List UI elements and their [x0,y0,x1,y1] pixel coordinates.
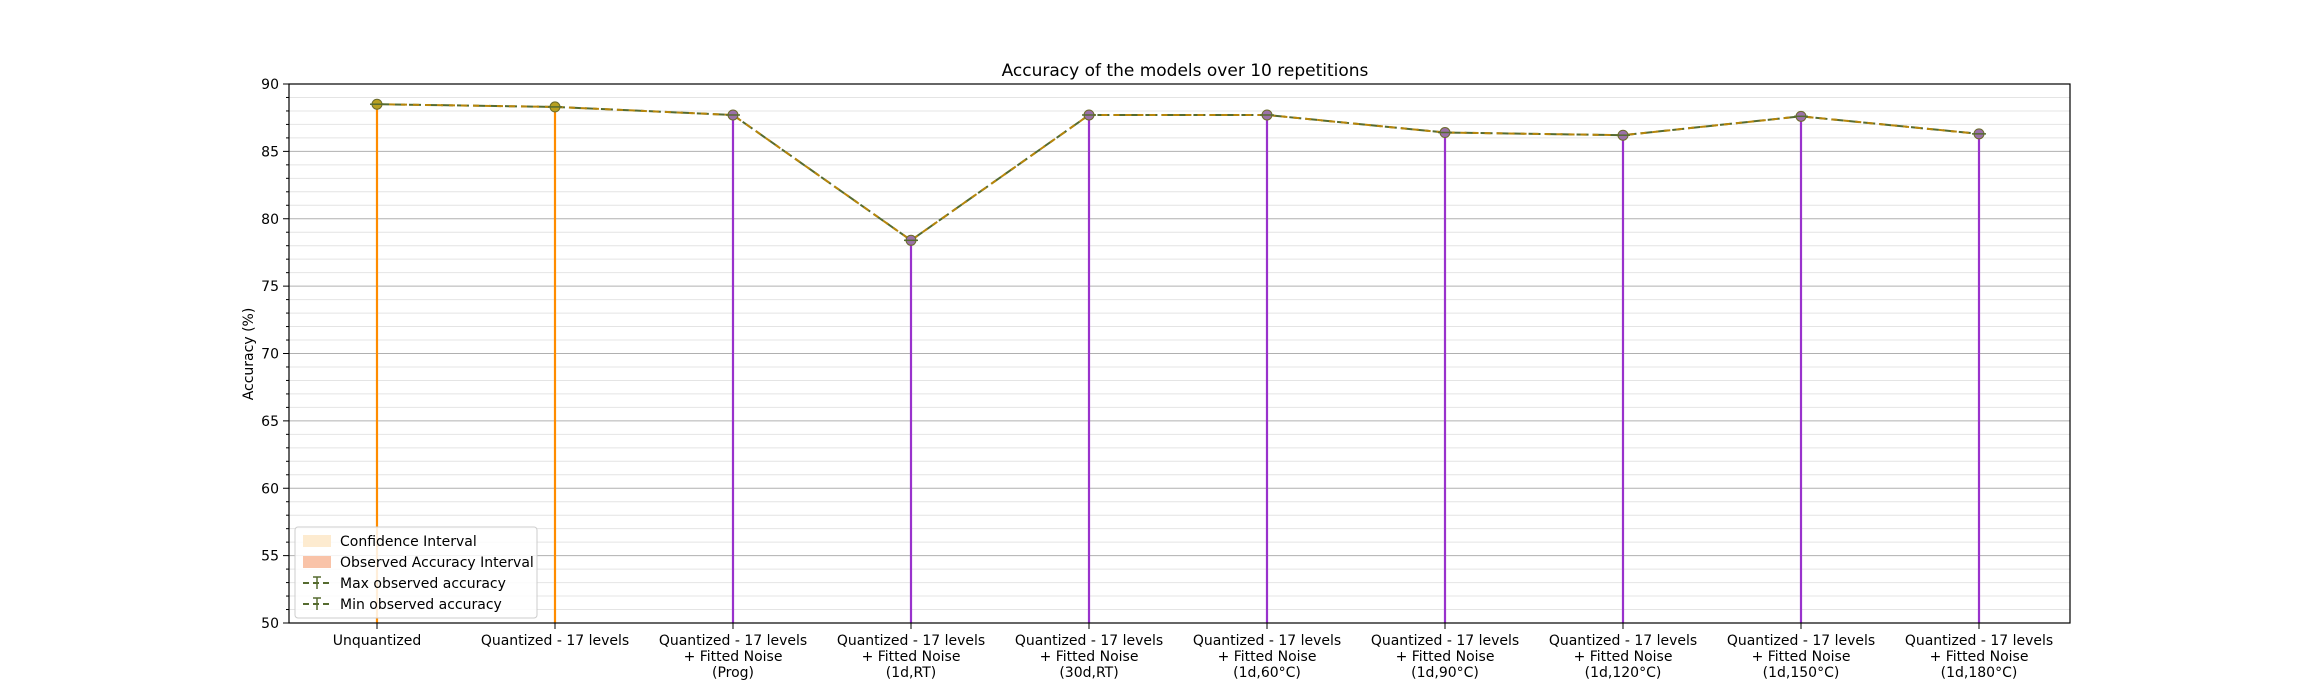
x-tick-label: Unquantized [333,633,422,649]
legend-label: Observed Accuracy Interval [340,555,534,571]
grid-lines [289,83,2070,624]
plot-frame [288,83,2071,624]
legend-label: Min observed accuracy [340,597,502,613]
legend-swatch [303,556,331,568]
y-axis: 50 55 60 65 70 75 80 85 90 [261,77,289,632]
x-axis: Unquantized Quantized - 17 levels Quantize… [333,623,2053,681]
legend-box [294,526,538,619]
x-tick-label: Quantized - 17 levels [481,633,629,649]
legend-label: Max observed accuracy [340,576,506,592]
x-tick-label: Quantized - 17 levels + Fitted Noise (1d,6… [1193,633,1341,681]
y-tick-label: 90 [261,77,279,93]
x-tick-label: Quantized - 17 levels + Fitted Noise (1d,1… [1549,633,1697,681]
x-tick-label: Quantized - 17 levels + Fitted Noise (1d,1… [1727,633,1875,681]
y-tick-label: 70 [261,347,279,363]
y-tick-label: 65 [261,414,279,430]
y-tick-label: 60 [261,481,279,497]
series-lines [376,103,1980,242]
legend-swatch [303,535,331,547]
data-points [370,98,1986,246]
y-tick-label: 50 [261,616,279,632]
y-tick-label: 80 [261,212,279,228]
stems [375,104,1981,623]
chart-title: Accuracy of the models over 10 repetitio… [1002,61,1369,81]
x-tick-label: Quantized - 17 levels + Fitted Noise (Prog… [659,633,807,681]
x-tick-label: Quantized - 17 levels + Fitted Noise (1d,9… [1371,633,1519,681]
x-tick-label: Quantized - 17 levels + Fitted Noise (1d,1… [1905,633,2053,681]
legend-label: Confidence Interval [340,534,477,550]
y-tick-label: 55 [261,549,279,565]
legend: Confidence Interval Observed Accuracy Int… [294,526,538,619]
y-tick-label: 85 [261,144,279,160]
y-tick-label: 75 [261,279,279,295]
x-tick-label: Quantized - 17 levels + Fitted Noise (1d,R… [837,633,985,681]
x-tick-label: Quantized - 17 levels + Fitted Noise (30d,… [1015,633,1163,681]
series-line-min [376,103,1980,242]
y-axis-label: Accuracy (%) [241,308,257,401]
